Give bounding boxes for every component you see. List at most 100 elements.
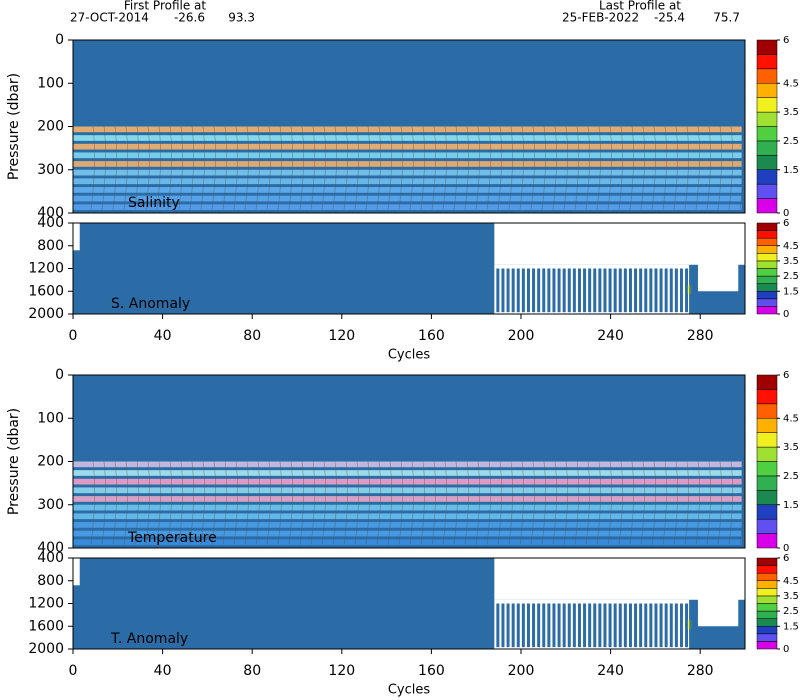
contour <box>167 461 172 545</box>
panel-label: Salinity <box>128 195 180 211</box>
contour <box>189 126 194 210</box>
contour <box>277 126 282 210</box>
contour <box>464 461 469 545</box>
contour <box>541 461 546 545</box>
colorbar-cell <box>756 618 778 627</box>
header-text: 25-FEB-2022 <box>562 11 639 25</box>
y-axis-label: Pressure (dbar) <box>6 73 22 180</box>
contour <box>684 461 689 545</box>
colorbar-cell <box>756 97 778 113</box>
contour <box>288 126 293 210</box>
x-tick-label: 240 <box>597 328 624 344</box>
contour <box>310 126 315 210</box>
contour <box>530 126 535 210</box>
contour <box>519 461 524 545</box>
profile <box>644 268 648 313</box>
contour <box>629 126 634 210</box>
y-tick-label: 0 <box>55 32 64 48</box>
colorbar-cell <box>756 641 778 650</box>
profile <box>628 268 632 313</box>
contour <box>255 126 260 210</box>
colorbar-cell <box>756 603 778 612</box>
contour <box>728 461 733 545</box>
profile <box>562 603 566 648</box>
field-band <box>73 204 742 211</box>
profile <box>674 603 678 648</box>
contour <box>156 461 161 545</box>
contour <box>717 461 722 545</box>
colorbar-cell <box>756 461 778 477</box>
x-tick-label: 200 <box>508 663 535 679</box>
profile <box>588 268 592 313</box>
colorbar-cell <box>756 610 778 619</box>
colorbar-cell <box>756 633 778 642</box>
contour <box>497 126 502 210</box>
colorbar-cell <box>756 432 778 448</box>
x-tick-label: 120 <box>328 328 355 344</box>
y-tick-label: 100 <box>37 410 64 426</box>
contour <box>255 461 260 545</box>
field-band <box>73 513 742 520</box>
contour <box>112 126 117 210</box>
contour <box>189 461 194 545</box>
contour <box>233 126 238 210</box>
contour <box>222 126 227 210</box>
x-axis-label: Cycles <box>388 348 431 363</box>
colorbar-tick-label: 4.5 <box>783 241 799 252</box>
contour <box>662 126 667 210</box>
contour <box>585 126 590 210</box>
contour <box>409 461 414 545</box>
profile <box>557 268 561 313</box>
y-tick-label: 800 <box>37 238 64 254</box>
x-tick-label: 200 <box>508 328 535 344</box>
profile <box>511 603 515 648</box>
field-band <box>73 478 742 485</box>
y-tick-label: 200 <box>37 454 64 470</box>
contour <box>442 126 447 210</box>
colorbar-cell <box>756 374 778 390</box>
profile <box>623 268 627 313</box>
colorbar-cell <box>756 222 778 231</box>
colorbar-cell <box>756 446 778 462</box>
x-tick-label: 280 <box>687 663 714 679</box>
y-tick-label: 100 <box>37 75 64 91</box>
field-band <box>73 143 742 150</box>
contour <box>673 126 678 210</box>
field-band <box>73 522 742 528</box>
profile <box>542 603 546 648</box>
contour <box>739 126 744 210</box>
colorbar-cell <box>756 572 778 582</box>
x-tick-label: 0 <box>69 663 78 679</box>
contour <box>695 461 700 545</box>
contour <box>563 126 568 210</box>
profile <box>537 268 541 313</box>
profile <box>506 603 510 648</box>
profile <box>664 603 668 648</box>
contour <box>387 461 392 545</box>
contour <box>563 461 568 545</box>
profile <box>496 268 500 313</box>
profile <box>654 603 658 648</box>
profile <box>674 268 678 313</box>
colorbar-tick-label: 6 <box>783 370 789 381</box>
contour <box>266 126 271 210</box>
contour <box>332 461 337 545</box>
profile <box>501 268 505 313</box>
profile <box>567 268 571 313</box>
contour <box>552 126 557 210</box>
profile <box>603 603 607 648</box>
contour <box>640 126 645 210</box>
contour <box>343 126 348 210</box>
contour <box>90 126 95 210</box>
header-text: Last Profile at <box>599 0 681 13</box>
colorbar-cell <box>756 595 778 604</box>
field-band <box>73 152 742 159</box>
contour <box>288 461 293 545</box>
profile <box>577 603 581 648</box>
contour <box>629 461 634 545</box>
field-band <box>73 169 742 176</box>
contour <box>387 126 392 210</box>
profile <box>583 603 587 648</box>
field-band <box>73 161 742 167</box>
profile <box>572 603 576 648</box>
